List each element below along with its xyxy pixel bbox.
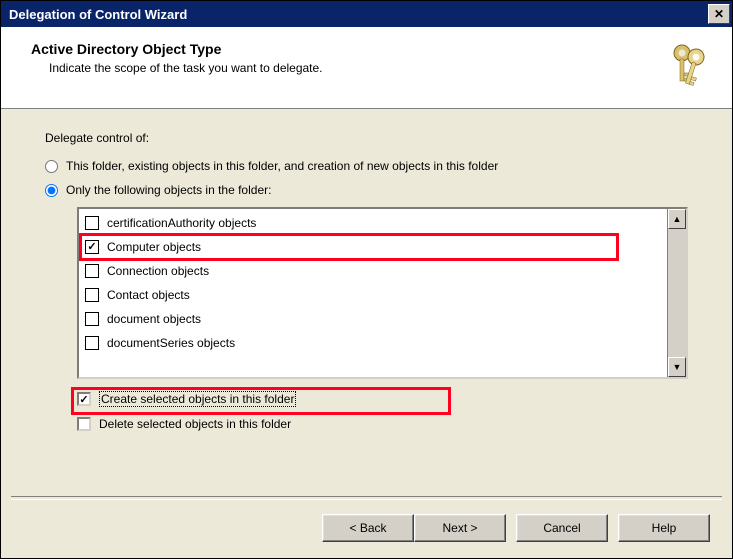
object-type-label: document objects: [107, 312, 201, 326]
object-types-container: certificationAuthority objects Computer o…: [77, 207, 688, 379]
object-type-row[interactable]: Connection objects: [85, 259, 667, 283]
object-type-row[interactable]: documentSeries objects: [85, 331, 667, 355]
close-icon: ✕: [714, 8, 724, 20]
listbox-scrollbar[interactable]: ▲ ▼: [667, 209, 686, 377]
scroll-down-button[interactable]: ▼: [668, 357, 686, 377]
wizard-window: Delegation of Control Wizard ✕ Active Di…: [0, 0, 733, 559]
radio-only-label: Only the following objects in the folder…: [66, 183, 271, 197]
cancel-button[interactable]: Cancel: [516, 514, 608, 542]
header-panel: Active Directory Object Type Indicate th…: [1, 27, 732, 109]
page-subtitle: Indicate the scope of the task you want …: [31, 61, 323, 75]
object-type-label: Contact objects: [107, 288, 190, 302]
next-button[interactable]: Next >: [414, 514, 506, 542]
radio-all-input[interactable]: [45, 160, 58, 173]
back-next-group: < Back Next >: [322, 514, 506, 542]
delete-objects-row[interactable]: Delete selected objects in this folder: [77, 417, 688, 431]
object-type-label: certificationAuthority objects: [107, 216, 256, 230]
object-types-items: certificationAuthority objects Computer o…: [79, 209, 667, 377]
object-type-checkbox[interactable]: [85, 240, 99, 254]
object-type-row[interactable]: certificationAuthority objects: [85, 211, 667, 235]
body-panel: Delegate control of: This folder, existi…: [1, 109, 732, 496]
radio-all-folder[interactable]: This folder, existing objects in this fo…: [45, 159, 688, 173]
create-objects-checkbox[interactable]: [77, 392, 91, 406]
titlebar: Delegation of Control Wizard ✕: [1, 1, 732, 27]
header-text: Active Directory Object Type Indicate th…: [31, 41, 323, 75]
scroll-up-button[interactable]: ▲: [668, 209, 686, 229]
window-title: Delegation of Control Wizard: [9, 7, 187, 22]
object-type-row[interactable]: Computer objects: [85, 235, 667, 259]
below-options: Create selected objects in this folder D…: [77, 391, 688, 431]
object-type-checkbox[interactable]: [85, 288, 99, 302]
object-type-checkbox[interactable]: [85, 264, 99, 278]
object-type-label: Computer objects: [107, 240, 201, 254]
help-button[interactable]: Help: [618, 514, 710, 542]
object-type-row[interactable]: Contact objects: [85, 283, 667, 307]
page-title: Active Directory Object Type: [31, 41, 323, 57]
delete-objects-checkbox[interactable]: [77, 417, 91, 431]
create-objects-row[interactable]: Create selected objects in this folder: [77, 391, 457, 407]
back-button[interactable]: < Back: [322, 514, 414, 542]
object-type-checkbox[interactable]: [85, 216, 99, 230]
object-types-listbox: certificationAuthority objects Computer o…: [77, 207, 688, 379]
create-objects-label: Create selected objects in this folder: [99, 391, 296, 407]
object-type-label: Connection objects: [107, 264, 209, 278]
close-button[interactable]: ✕: [708, 4, 730, 24]
delegate-group-label: Delegate control of:: [45, 131, 688, 145]
object-type-row[interactable]: document objects: [85, 307, 667, 331]
radio-only-following[interactable]: Only the following objects in the folder…: [45, 183, 688, 197]
object-type-checkbox[interactable]: [85, 336, 99, 350]
delete-objects-label: Delete selected objects in this folder: [99, 417, 291, 431]
object-type-label: documentSeries objects: [107, 336, 235, 350]
radio-only-input[interactable]: [45, 184, 58, 197]
keys-icon: [666, 41, 714, 92]
object-type-checkbox[interactable]: [85, 312, 99, 326]
button-bar: < Back Next > Cancel Help: [1, 500, 732, 558]
radio-all-label: This folder, existing objects in this fo…: [66, 159, 498, 173]
